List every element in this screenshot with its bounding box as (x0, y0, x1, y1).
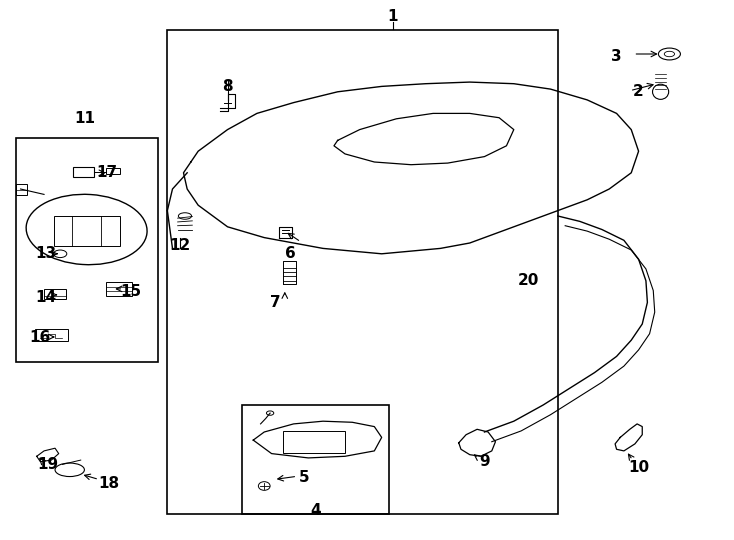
Bar (283, 431, 345, 453)
Bar (16, 184, 27, 195)
Text: 17: 17 (96, 165, 117, 180)
Text: 3: 3 (611, 49, 622, 64)
Text: 15: 15 (120, 284, 141, 299)
Bar (242, 405, 389, 514)
Bar (106, 282, 132, 296)
Text: 4: 4 (310, 503, 321, 518)
Text: 5: 5 (299, 470, 310, 485)
Text: 6: 6 (285, 246, 295, 261)
Bar (167, 30, 558, 514)
Text: 9: 9 (479, 454, 490, 469)
Text: 19: 19 (37, 457, 58, 472)
Text: 10: 10 (628, 460, 649, 475)
Bar (106, 168, 120, 174)
Text: 7: 7 (270, 295, 280, 310)
Text: 13: 13 (35, 246, 56, 261)
Text: 8: 8 (222, 79, 233, 94)
Text: 18: 18 (98, 476, 119, 491)
Text: 2: 2 (633, 84, 644, 99)
Bar (16, 138, 158, 362)
Text: 14: 14 (35, 289, 56, 305)
Text: 11: 11 (74, 111, 95, 126)
Bar (35, 329, 68, 341)
Bar (54, 216, 120, 246)
Bar (73, 167, 94, 177)
Text: 16: 16 (30, 330, 51, 345)
Text: 20: 20 (517, 273, 539, 288)
Text: 12: 12 (170, 238, 190, 253)
Text: 1: 1 (388, 9, 398, 24)
Bar (44, 289, 66, 299)
